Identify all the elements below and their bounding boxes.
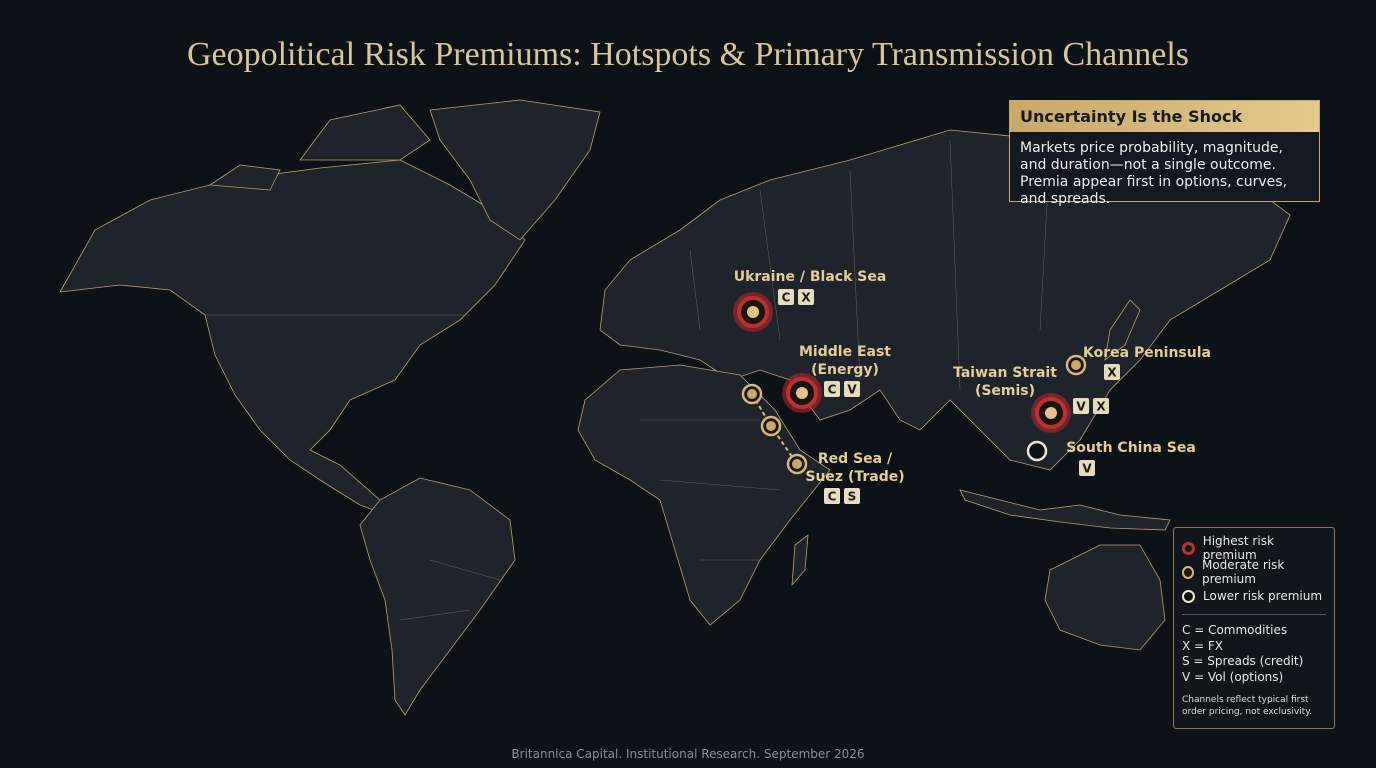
hotspot-label: (Energy) xyxy=(811,362,879,378)
marker-core xyxy=(1071,360,1081,370)
channel-badge xyxy=(798,289,814,305)
hotspot-label: Ukraine / Black Sea xyxy=(734,269,887,285)
legend-channel: X = FX xyxy=(1182,638,1224,653)
channel-badge xyxy=(824,381,840,397)
europe-asia xyxy=(599,129,1291,471)
callout: Uncertainty Is the Shock Markets price p… xyxy=(1009,100,1320,207)
marker-core xyxy=(1045,407,1057,419)
channel-letter: V xyxy=(1076,400,1086,414)
channel-badge xyxy=(844,381,860,397)
greenland xyxy=(429,99,601,241)
channel-letter: C xyxy=(828,383,837,397)
legend-label: Moderate risk premium xyxy=(1201,558,1285,586)
borders xyxy=(205,139,1051,621)
channel-letter: C xyxy=(782,291,791,305)
hotspot-label: Korea Peninsula xyxy=(1083,345,1211,361)
legend-channels: C = Commodities X = FX S = Spreads (credit… xyxy=(1182,623,1326,685)
legend-channel: C = Commodities xyxy=(1182,623,1288,637)
hotspot-label: Middle East xyxy=(799,344,891,360)
channel-badge xyxy=(824,488,840,504)
marker-core xyxy=(766,421,776,431)
legend-swatch xyxy=(1182,589,1195,603)
legend-divider xyxy=(1182,614,1326,615)
hotspot-label: Suez (Trade) xyxy=(805,469,904,485)
indonesia xyxy=(959,489,1171,531)
channel-badge xyxy=(844,488,860,504)
madagascar xyxy=(791,534,809,587)
legend: Highest risk premium Moderate risk premiu… xyxy=(1173,527,1335,729)
hotspot-label: (Semis) xyxy=(975,383,1035,399)
channel-badge xyxy=(1093,398,1109,414)
legend-levels: Highest risk premium Moderate risk premiu… xyxy=(1182,534,1326,608)
south-america xyxy=(359,477,516,716)
legend-channel: S = Spreads (credit) xyxy=(1182,654,1304,668)
callout-title: Uncertainty Is the Shock xyxy=(1010,101,1319,132)
legend-swatch xyxy=(1182,565,1194,579)
legend-level: Moderate risk premium xyxy=(1182,558,1326,586)
legend-label: Highest risk premium xyxy=(1202,534,1274,562)
channel-letter: X xyxy=(801,291,811,305)
north-america xyxy=(59,159,526,521)
title: Geopolitical Risk Premiums: Hotspots & P… xyxy=(186,36,1190,73)
footer: Britannica Capital. Institutional Resear… xyxy=(511,747,865,761)
hotspot-label: South China Sea xyxy=(1066,440,1196,456)
legend-channel: V = Vol (options) xyxy=(1182,669,1284,684)
callout-body: Markets price probability, magnitude, an… xyxy=(1020,140,1288,207)
marker-core xyxy=(747,389,757,399)
arctic-islands xyxy=(208,104,431,191)
channel-badge xyxy=(1104,364,1120,380)
continents xyxy=(59,99,1291,716)
channel-letter: V xyxy=(1082,462,1092,476)
australia xyxy=(1044,544,1166,651)
channel-badge xyxy=(1073,398,1089,414)
marker-core xyxy=(796,387,808,399)
legend-level: Highest risk premium xyxy=(1182,534,1326,562)
channel-badge xyxy=(778,289,794,305)
marker-core xyxy=(792,459,802,469)
legend-swatch xyxy=(1182,541,1195,555)
channel-letter: X xyxy=(1107,366,1117,380)
legend-level: Lower risk premium xyxy=(1182,584,1326,608)
marker-ring xyxy=(1026,440,1048,462)
channel-letter: V xyxy=(847,383,857,397)
channel-badge xyxy=(1079,460,1095,476)
marker-core xyxy=(747,306,759,318)
japan xyxy=(1104,299,1141,361)
channel-letter: S xyxy=(848,490,857,504)
hotspot-label: Taiwan Strait xyxy=(953,365,1057,381)
legend-note: Channels reflect typical first order pri… xyxy=(1182,695,1313,717)
channel-letter: X xyxy=(1096,400,1106,414)
hotspot-label: Red Sea / xyxy=(818,451,893,467)
channel-letter: C xyxy=(828,490,837,504)
legend-label: Lower risk premium xyxy=(1203,589,1323,603)
